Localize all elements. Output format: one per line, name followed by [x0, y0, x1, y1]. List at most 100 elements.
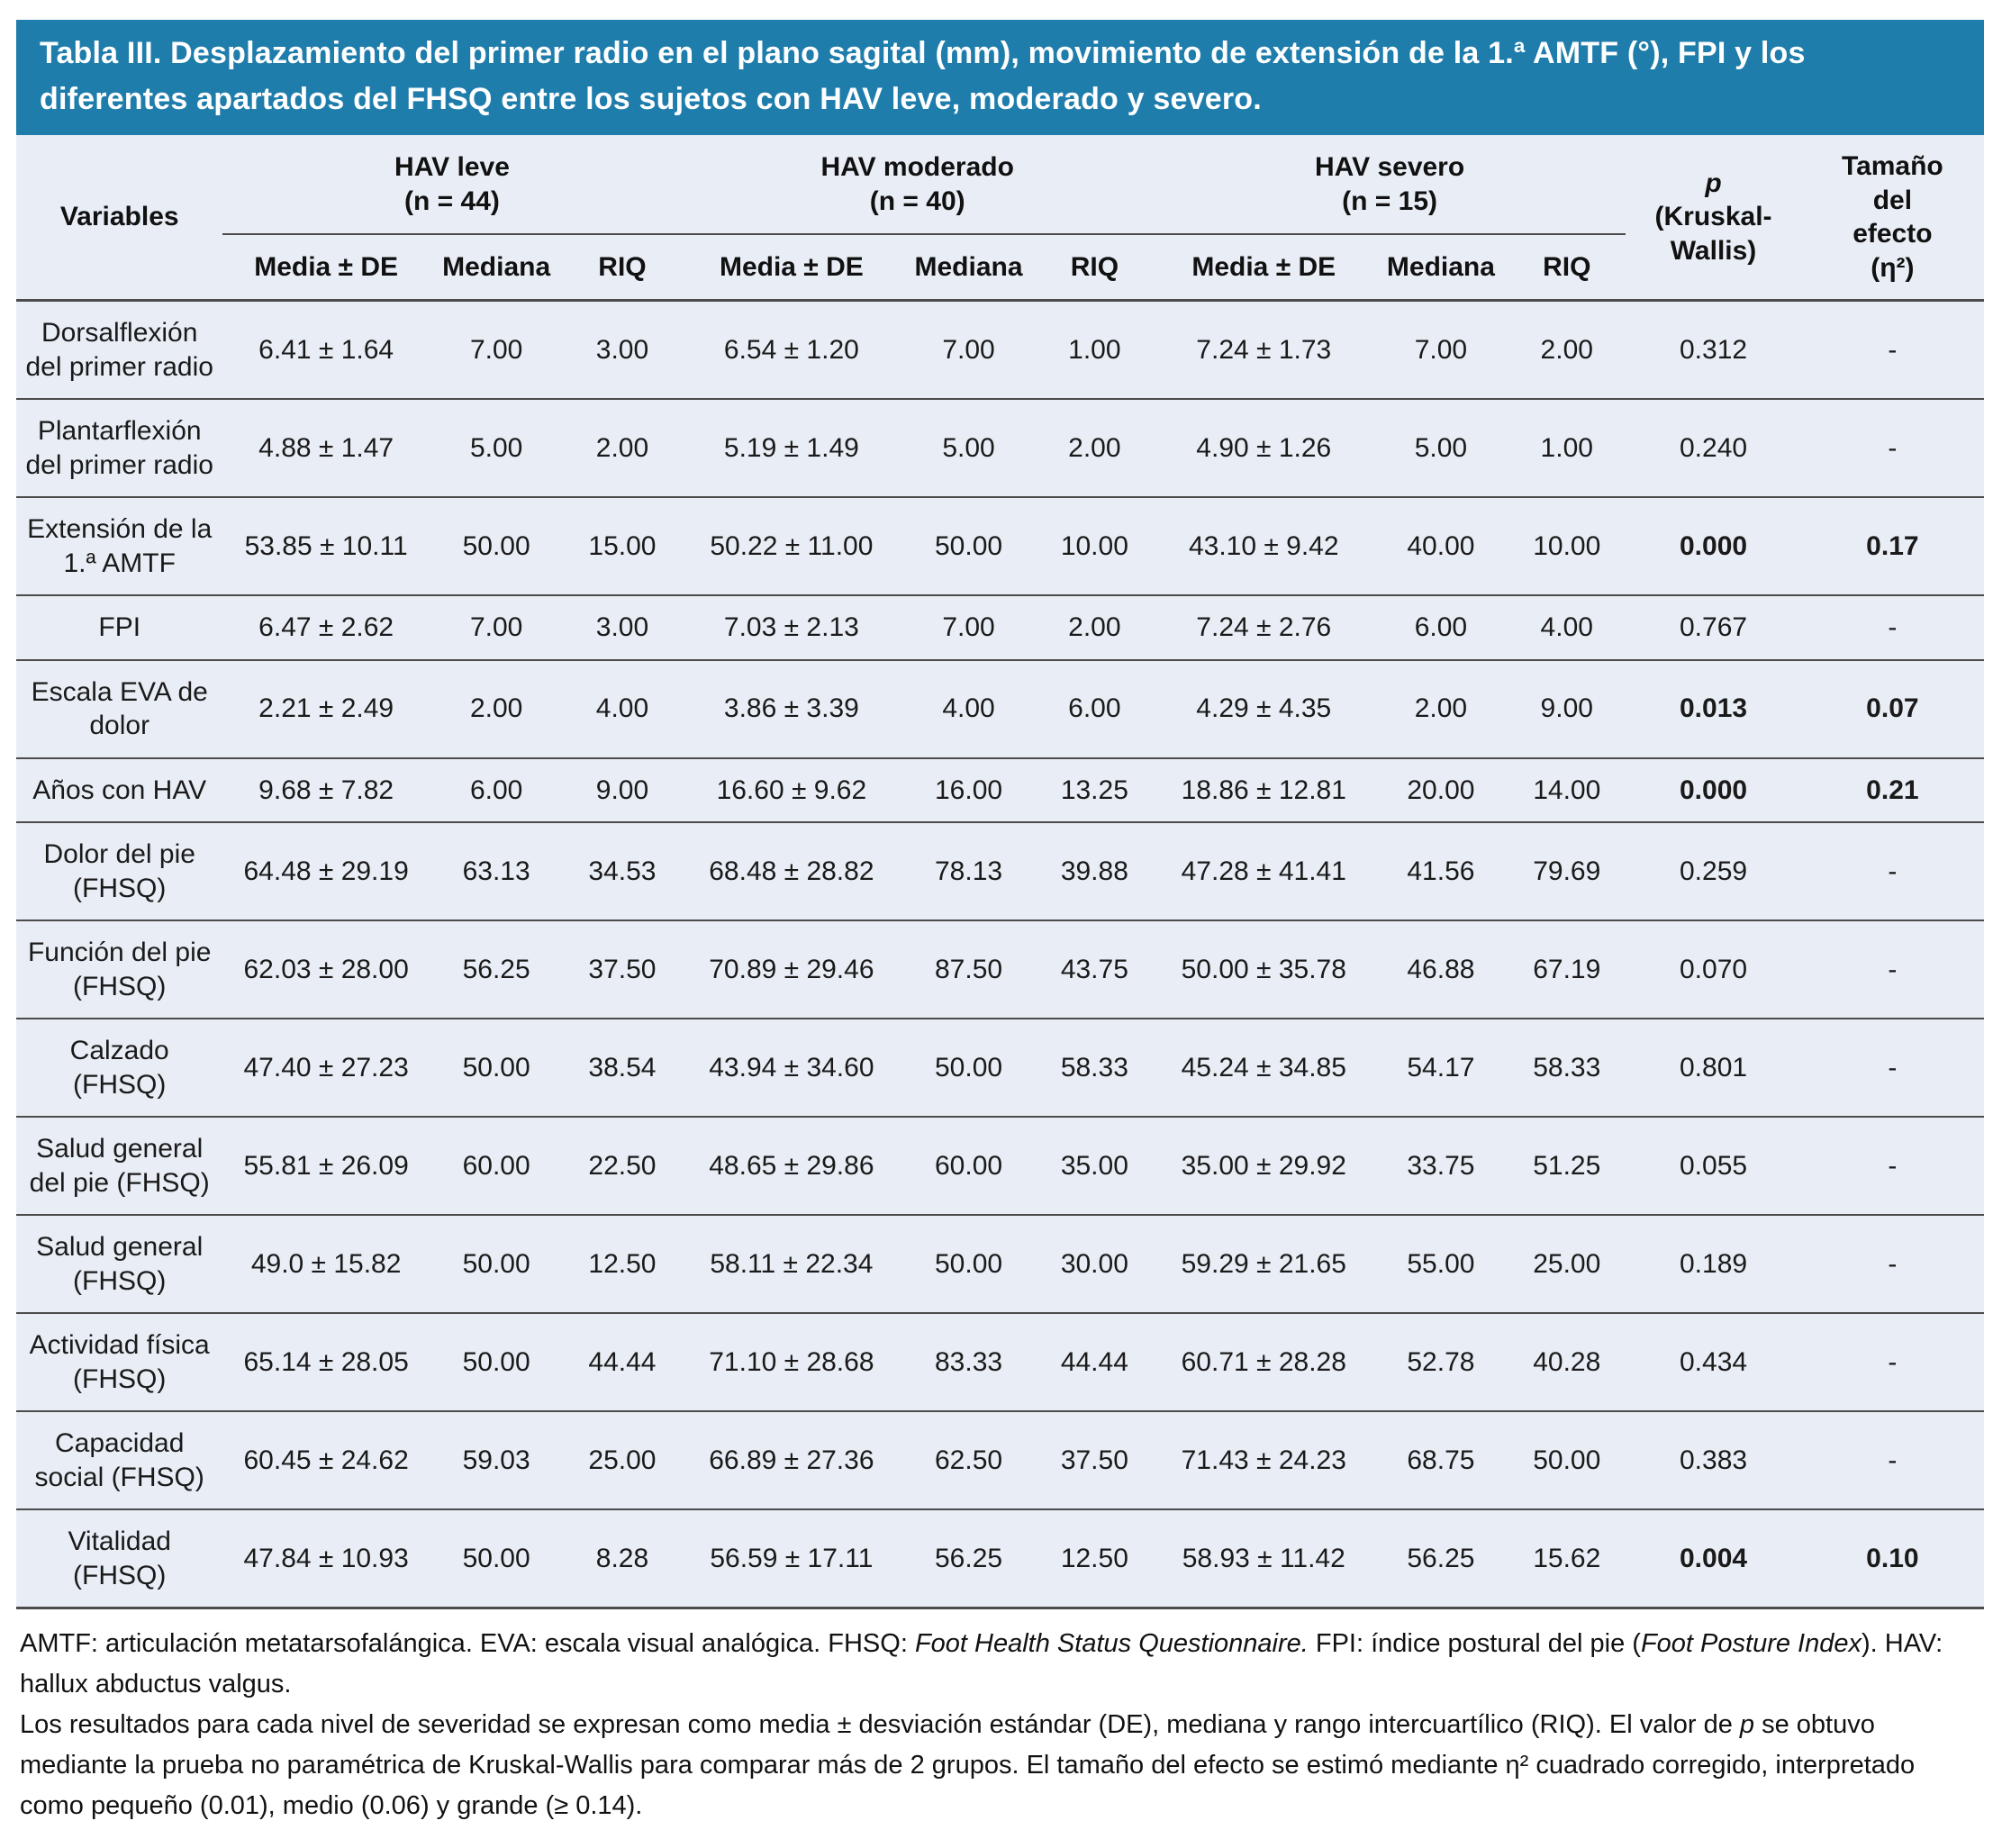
group-name: HAV severo	[1315, 152, 1465, 183]
p-test-name: (Kruskal-Wallis)	[1654, 202, 1772, 266]
stat-value: 55.81 ± 26.09	[243, 1150, 409, 1181]
stat-value: 7.24 ± 1.73	[1196, 334, 1332, 365]
stat-value: 44.44	[1060, 1346, 1128, 1377]
stat-value: 9.00	[595, 775, 649, 805]
stat-value: 4.90 ± 1.26	[1196, 432, 1332, 463]
variable-label: Dorsalflexión del primer radio	[25, 318, 213, 382]
stat-value: 50.00 ± 35.78	[1181, 954, 1346, 984]
stat-value: 6.00	[469, 775, 523, 805]
stat-value: 15.62	[1533, 1543, 1601, 1573]
stat-value: 41.56	[1407, 856, 1475, 886]
stat-value: 38.54	[588, 1052, 657, 1083]
stat-value: 5.00	[1414, 432, 1468, 463]
stat-value: 12.50	[1060, 1543, 1128, 1573]
subcolumn-media-de: Media ± DE	[719, 251, 864, 282]
stat-value: 2.00	[595, 432, 649, 463]
stat-value: 45.24 ± 34.85	[1181, 1052, 1346, 1083]
stat-value: 43.10 ± 9.42	[1188, 530, 1339, 561]
p-symbol: p	[1705, 168, 1722, 198]
stat-value: 2.00	[1068, 612, 1121, 642]
table-row: Calzado (FHSQ) 47.40 ± 27.23 50.00 38.54 43.…	[16, 1019, 1984, 1117]
effect-size-value: -	[1888, 954, 1898, 984]
stat-value: 63.13	[462, 856, 530, 886]
p-value: 0.259	[1679, 856, 1748, 886]
stat-value: 50.22 ± 11.00	[710, 530, 874, 561]
stat-value: 20.00	[1407, 775, 1475, 805]
stat-value: 6.54 ± 1.20	[723, 334, 859, 365]
subcolumn-riq: RIQ	[1070, 251, 1119, 282]
stat-value: 35.00 ± 29.92	[1181, 1150, 1346, 1181]
effect-size-value: -	[1888, 856, 1898, 886]
table-row: Dolor del pie (FHSQ) 64.48 ± 29.19 63.13 34…	[16, 822, 1984, 920]
p-value: 0.434	[1679, 1346, 1748, 1377]
variable-label: Años con HAV	[32, 775, 207, 805]
variable-label: Escala EVA de dolor	[31, 676, 208, 741]
stat-value: 5.00	[469, 432, 523, 463]
stat-value: 53.85 ± 10.11	[244, 530, 408, 561]
stat-value: 2.00	[469, 693, 523, 724]
stat-value: 7.24 ± 2.76	[1196, 612, 1332, 642]
stat-value: 1.00	[1068, 334, 1121, 365]
p-value: 0.000	[1679, 775, 1748, 805]
stat-value: 43.75	[1060, 954, 1128, 984]
footnote-line: Los resultados para cada nivel de severi…	[20, 1709, 1916, 1820]
stat-value: 56.25	[462, 954, 530, 984]
stat-value: 2.00	[1068, 432, 1121, 463]
variable-label: Extensión de la 1.ª AMTF	[27, 514, 213, 578]
effect-size-value: -	[1888, 1346, 1898, 1377]
table-row: Vitalidad (FHSQ) 47.84 ± 10.93 50.00 8.28 56…	[16, 1509, 1984, 1608]
stat-value: 55.00	[1407, 1248, 1475, 1279]
stat-value: 10.00	[1060, 530, 1128, 561]
stat-value: 58.11 ± 22.34	[710, 1248, 874, 1279]
stat-value: 54.17	[1407, 1052, 1475, 1083]
variable-label: Dolor del pie (FHSQ)	[43, 839, 195, 903]
stat-value: 60.00	[934, 1150, 1003, 1181]
subcolumn-riq: RIQ	[598, 251, 647, 282]
stat-value: 70.89 ± 29.46	[709, 954, 874, 984]
stat-value: 64.48 ± 29.19	[243, 856, 409, 886]
stat-value: 7.03 ± 2.13	[723, 612, 859, 642]
stat-value: 10.00	[1533, 530, 1601, 561]
table-row: Años con HAV 9.68 ± 7.82 6.00 9.00 16.60 ± 9…	[16, 757, 1984, 823]
table-header: Variables HAV leve (n = 44) HAV moderado…	[16, 135, 1984, 301]
stat-value: 52.78	[1407, 1346, 1475, 1377]
stat-value: 1.00	[1540, 432, 1593, 463]
variable-label: Vitalidad (FHSQ)	[68, 1526, 171, 1590]
stat-value: 2.00	[1414, 693, 1468, 724]
table-row: Extensión de la 1.ª AMTF 53.85 ± 10.11 50.…	[16, 497, 1984, 595]
stat-value: 3.00	[595, 334, 649, 365]
stat-value: 37.50	[1060, 1445, 1128, 1475]
footnote-line: AMTF: articulación metatarsofalángica. E…	[20, 1629, 1943, 1699]
stat-value: 4.88 ± 1.47	[258, 432, 394, 463]
stat-value: 12.50	[588, 1248, 657, 1279]
p-value: 0.004	[1679, 1543, 1748, 1573]
column-header-effect-size: Tamaño del efecto (η²)	[1841, 151, 1943, 283]
p-value: 0.767	[1679, 612, 1748, 642]
stat-value: 6.41 ± 1.64	[258, 334, 394, 365]
variable-label: Salud general del pie (FHSQ)	[29, 1134, 210, 1198]
group-name: HAV moderado	[820, 152, 1014, 183]
stat-value: 40.28	[1533, 1346, 1601, 1377]
stat-value: 60.00	[462, 1150, 530, 1181]
stat-value: 60.45 ± 24.62	[243, 1445, 409, 1475]
stat-value: 7.00	[469, 334, 523, 365]
stat-value: 14.00	[1533, 775, 1601, 805]
table-row: Actividad física (FHSQ) 65.14 ± 28.05 50.0…	[16, 1313, 1984, 1411]
group-n: (n = 44)	[404, 186, 500, 216]
stat-value: 58.33	[1533, 1052, 1601, 1083]
stat-value: 4.00	[1540, 612, 1593, 642]
column-group-hav-moderado: HAV moderado (n = 40)	[681, 135, 1154, 236]
stat-value: 44.44	[588, 1346, 657, 1377]
stat-value: 43.94 ± 34.60	[709, 1052, 874, 1083]
stat-value: 3.00	[595, 612, 649, 642]
table-body: Dorsalflexión del primer radio 6.41 ± 1.6…	[16, 301, 1984, 1608]
stat-value: 56.59 ± 17.11	[710, 1543, 874, 1573]
stat-value: 47.40 ± 27.23	[243, 1052, 409, 1083]
stat-value: 58.93 ± 11.42	[1182, 1543, 1345, 1573]
stat-value: 2.00	[1540, 334, 1593, 365]
variable-label: Calzado (FHSQ)	[69, 1036, 169, 1100]
stat-value: 83.33	[934, 1346, 1003, 1377]
p-value: 0.240	[1679, 432, 1748, 463]
variable-label: Actividad física (FHSQ)	[29, 1330, 210, 1394]
stat-value: 3.86 ± 3.39	[723, 693, 859, 724]
